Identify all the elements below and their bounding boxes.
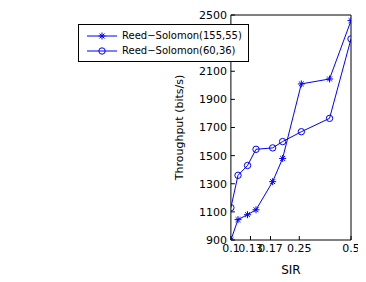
svg-text:0.5: 0.5: [342, 242, 358, 255]
svg-text:1300: 1300: [199, 178, 227, 191]
svg-text:900: 900: [206, 234, 227, 247]
svg-text:2100: 2100: [199, 65, 227, 78]
svg-text:0.17: 0.17: [258, 242, 283, 255]
svg-text:1500: 1500: [199, 150, 227, 163]
svg-text:1700: 1700: [199, 121, 227, 134]
svg-text:0.25: 0.25: [287, 242, 312, 255]
svg-text:1900: 1900: [199, 93, 227, 106]
svg-text:Throughput (bits/s): Throughput (bits/s): [173, 75, 186, 182]
svg-text:2500: 2500: [199, 9, 227, 22]
svg-text:SIR: SIR: [281, 263, 301, 274]
svg-text:1100: 1100: [199, 206, 227, 219]
svg-text:2300: 2300: [199, 37, 227, 50]
